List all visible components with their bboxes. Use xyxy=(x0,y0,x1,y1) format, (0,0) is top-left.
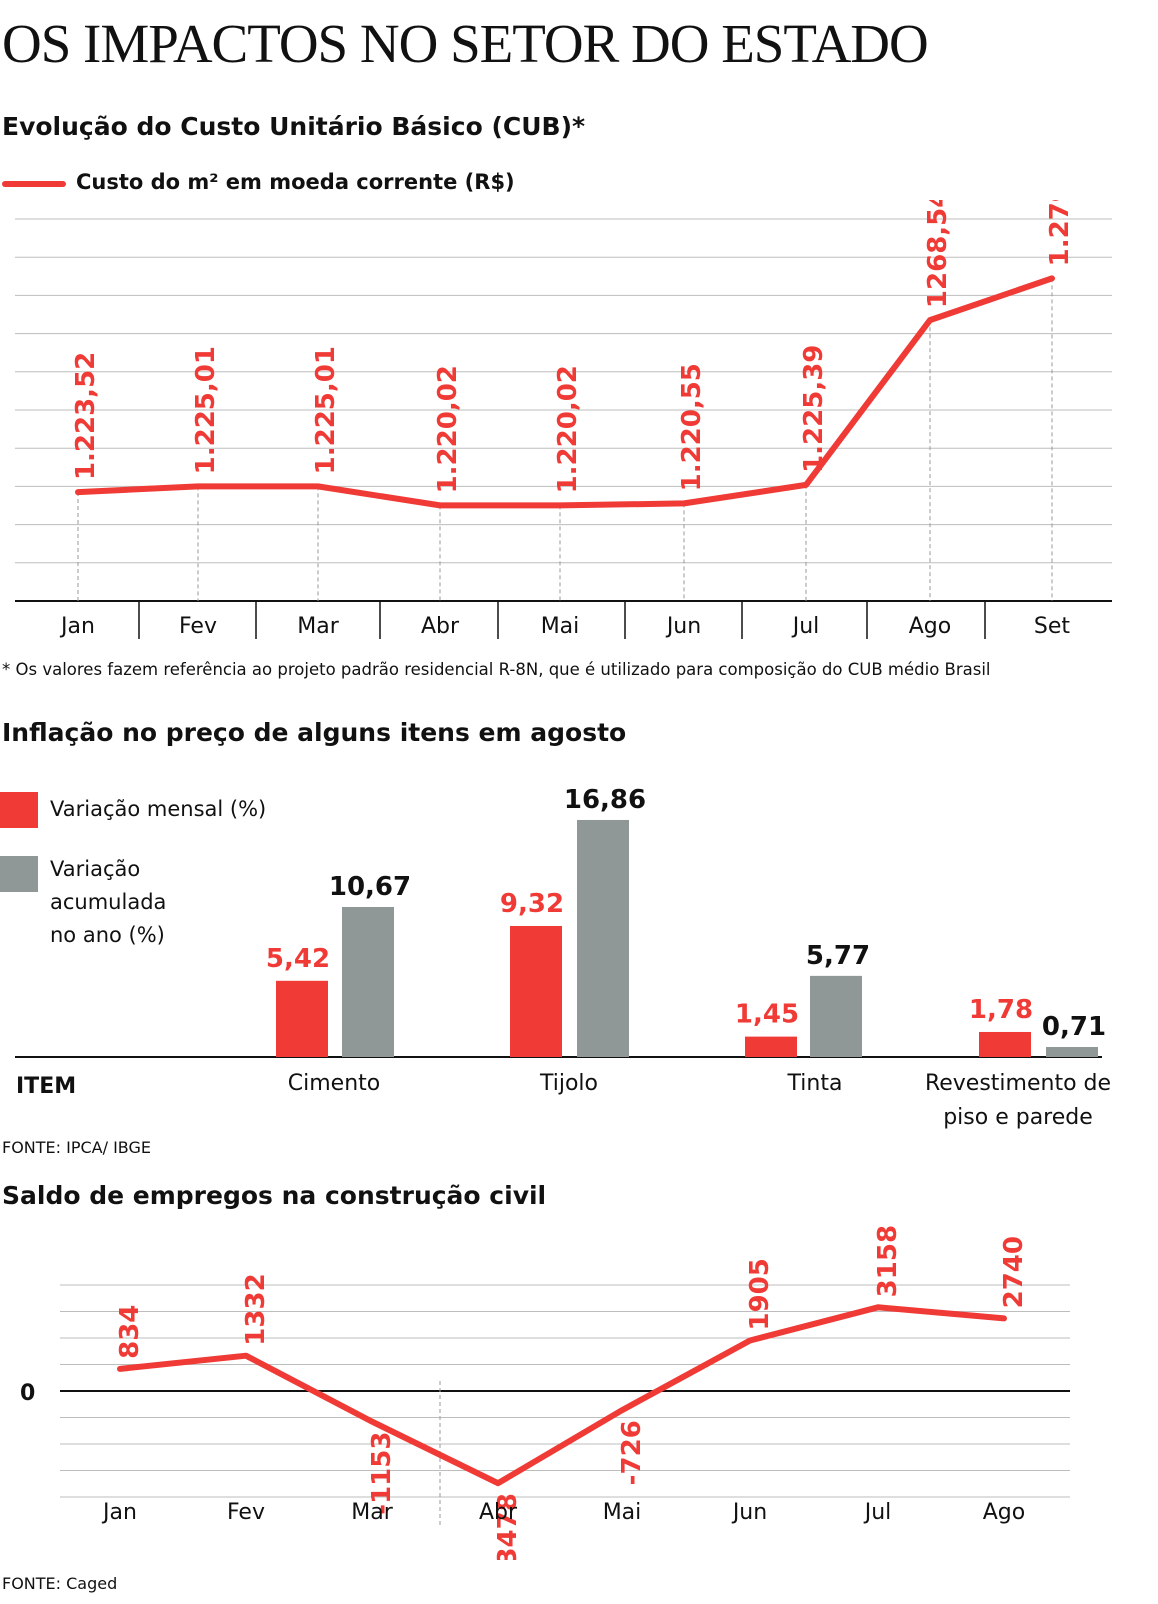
cub-data-label: 1.225,01 xyxy=(191,346,221,474)
jobs-zero-label: 0 xyxy=(20,1381,35,1406)
cub-data-label: 1.220,55 xyxy=(677,363,707,491)
bar-accumulated-label: 10,67 xyxy=(329,872,411,902)
cub-x-tick-label: Fev xyxy=(179,614,217,639)
bar-monthly xyxy=(276,980,328,1057)
legend-swatch-monthly xyxy=(0,792,38,828)
cub-data-label: 1.225,01 xyxy=(311,346,341,474)
inflation-category-label: Tinta xyxy=(787,1071,843,1096)
inflation-category-label: Revestimento de xyxy=(925,1071,1111,1096)
cub-data-label: 1.220,02 xyxy=(553,365,583,493)
cub-data-label: 1.223,52 xyxy=(71,352,101,480)
jobs-data-label: 2740 xyxy=(999,1236,1029,1308)
jobs-x-tick-label: Abr xyxy=(479,1500,518,1525)
jobs-x-tick-label: Mai xyxy=(603,1500,642,1525)
cub-x-tick-label: Jul xyxy=(791,614,820,639)
inflation-source: FONTE: IPCA/ IBGE xyxy=(2,1138,152,1157)
cub-chart-title: Evolução do Custo Unitário Básico (CUB)* xyxy=(2,112,586,141)
legend-label-accumulated: Variação acumulada no ano (%) xyxy=(50,857,167,947)
cub-legend-label: Custo do m² em moeda corrente (R$) xyxy=(76,170,515,194)
cub-x-tick-label: Ago xyxy=(909,614,951,639)
jobs-x-tick-label: Mar xyxy=(351,1500,393,1525)
bar-accumulated xyxy=(1046,1047,1098,1057)
inflation-category-label: piso e parede xyxy=(943,1105,1093,1130)
bar-accumulated-label: 5,77 xyxy=(806,941,870,971)
inflation-bar-chart: ITEM 5,42 10,67 Cimento 9,32 16,86 Tijolo 1,455… xyxy=(15,785,1111,1130)
cub-x-tick-label: Mar xyxy=(297,614,339,639)
bar-monthly xyxy=(745,1036,797,1057)
cub-line-chart: 1.223,52 Jan 1.225,01 Fev 1.225,01 Mar 1.220,0… xyxy=(15,200,1112,639)
jobs-data-label: 1905 xyxy=(745,1258,775,1330)
cub-x-tick-label: Set xyxy=(1034,614,1071,639)
cub-data-label: 1.225,39 xyxy=(799,345,829,473)
jobs-data-label: -726 xyxy=(617,1420,647,1485)
cub-x-tick-label: Mai xyxy=(541,614,580,639)
bar-monthly-label: 9,32 xyxy=(500,889,564,919)
cub-x-tick-label: Jan xyxy=(59,614,95,639)
jobs-x-tick-label: Jul xyxy=(863,1500,892,1525)
bar-accumulated xyxy=(577,819,629,1057)
jobs-x-tick-label: Jan xyxy=(101,1500,137,1525)
jobs-x-tick-label: Jun xyxy=(731,1500,767,1525)
jobs-data-label: 3158 xyxy=(873,1225,903,1297)
bar-accumulated xyxy=(810,975,862,1057)
cub-data-label: 1.279,46 xyxy=(1045,200,1075,266)
cub-x-tick-label: Jun xyxy=(665,614,701,639)
bar-monthly-label: 1,78 xyxy=(969,995,1033,1025)
jobs-data-label: -1153 xyxy=(367,1432,397,1515)
inflation-category-label: Tijolo xyxy=(539,1071,598,1096)
jobs-data-label: 834 xyxy=(115,1305,145,1359)
legend-swatch-accumulated xyxy=(0,856,38,892)
jobs-x-tick-label: Fev xyxy=(227,1500,265,1525)
inflation-category-label: Cimento xyxy=(288,1071,380,1096)
cub-x-tick-label: Abr xyxy=(421,614,460,639)
page-title: OS IMPACTOS NO SETOR DO ESTADO xyxy=(2,13,929,74)
cub-footnote: * Os valores fazem referência ao projeto… xyxy=(2,660,991,679)
jobs-data-label: 1332 xyxy=(241,1273,271,1345)
bar-monthly-label: 1,45 xyxy=(735,1000,799,1030)
jobs-source: FONTE: Caged xyxy=(2,1574,118,1593)
cub-legend-swatch xyxy=(2,181,66,187)
inflation-x-axis-label: ITEM xyxy=(16,1074,76,1099)
bar-accumulated-label: 0,71 xyxy=(1042,1012,1106,1042)
bar-monthly xyxy=(510,925,562,1057)
bar-monthly-label: 5,42 xyxy=(266,944,330,974)
cub-series-line xyxy=(75,275,1055,509)
inflation-chart-title: Inflação no preço de alguns itens em ago… xyxy=(2,718,627,747)
bar-monthly xyxy=(979,1031,1031,1057)
bar-accumulated-label: 16,86 xyxy=(564,785,646,815)
legend-label-monthly: Variação mensal (%) xyxy=(50,797,267,821)
cub-data-label: 1268,54 xyxy=(923,200,953,308)
jobs-data-label: -3478 xyxy=(493,1493,523,1560)
jobs-x-tick-label: Ago xyxy=(983,1500,1025,1525)
jobs-series-line xyxy=(117,1304,1007,1487)
bar-accumulated xyxy=(342,906,394,1057)
cub-data-label: 1.220,02 xyxy=(433,365,463,493)
jobs-chart-title: Saldo de empregos na construção civil xyxy=(2,1181,547,1210)
